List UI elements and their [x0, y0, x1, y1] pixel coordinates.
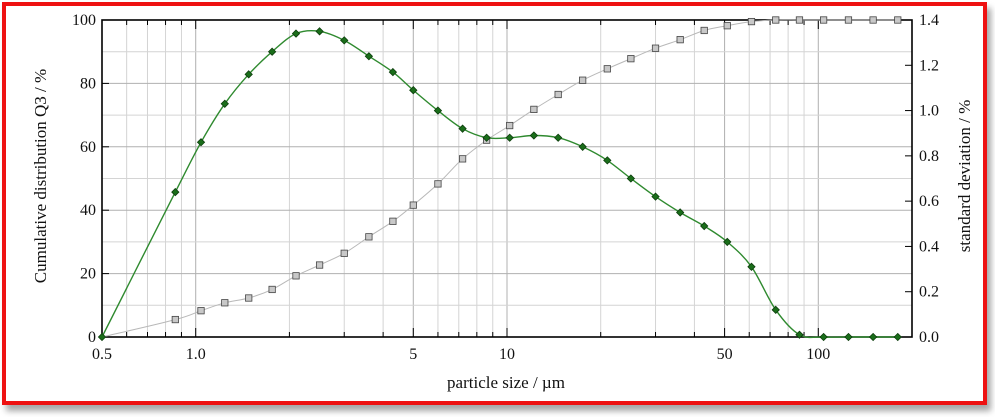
cumulative-point — [651, 44, 660, 52]
std-deviation-point — [700, 221, 709, 231]
cumulative-point — [603, 65, 611, 73]
chart-frame: 0 20 40 60 80 100 0.0 0.2 0.4 0.6 0.8 1.0 1.2 1.4 0.5 1… — [2, 2, 987, 405]
cumulative-point — [458, 155, 467, 163]
std-deviation-point — [340, 36, 349, 45]
cumulative-point — [747, 17, 756, 26]
std-deviation-point — [482, 133, 491, 142]
left-y-tick-label: 60 — [80, 139, 96, 156]
std-deviation-point — [388, 67, 398, 77]
x-tick-label: 50 — [717, 346, 733, 363]
cumulative-point — [894, 16, 902, 24]
cumulative-point — [579, 76, 587, 84]
std-deviation-point — [196, 138, 206, 147]
cumulative-point — [723, 22, 731, 30]
x-tick-label: 5 — [409, 346, 417, 363]
std-deviation-point — [651, 192, 660, 201]
cumulative-point — [795, 16, 804, 24]
left-y-tick-label: 100 — [72, 12, 96, 29]
cumulative-point — [245, 294, 253, 302]
std-deviation-point — [578, 142, 587, 151]
cumulative-point — [365, 233, 373, 241]
std-deviation-point — [676, 208, 685, 217]
std-deviation-point — [771, 305, 780, 314]
right-y-tick-label: 0.8 — [919, 148, 939, 165]
cumulative-point — [315, 261, 324, 269]
left-y-tick-label: 40 — [80, 202, 96, 219]
cumulative-point — [700, 26, 708, 35]
std-deviation-point — [844, 332, 853, 342]
x-tick-label: 1.0 — [186, 346, 206, 363]
std-deviation-point — [723, 237, 732, 247]
std-deviation-point — [291, 29, 301, 38]
cumulative-point — [627, 55, 635, 63]
std-deviation-point — [747, 262, 756, 271]
axis-ticks: 0 20 40 60 80 100 0.0 0.2 0.4 0.6 0.8 1.0 1.2 1.4 0.5 1… — [72, 12, 939, 363]
cumulative-point — [772, 16, 780, 24]
std-deviation-point — [603, 156, 612, 165]
std-deviation-point — [626, 174, 636, 183]
x-tick-label: 100 — [806, 346, 830, 363]
cumulative-point — [676, 36, 684, 44]
std-deviation-point — [97, 332, 107, 342]
right-y-axis-title: standard deviation / % — [955, 100, 974, 253]
std-deviation-point — [868, 332, 878, 342]
std-deviation-point — [171, 187, 180, 197]
cumulative-point — [268, 285, 276, 294]
std-deviation-point — [505, 133, 514, 142]
right-y-tick-label: 0.2 — [919, 284, 939, 301]
std-deviation-point — [795, 330, 804, 339]
right-y-tick-label: 0.6 — [919, 193, 939, 210]
cumulative-point — [554, 90, 562, 99]
left-y-tick-label: 80 — [80, 75, 96, 92]
left-y-tick-label: 0 — [88, 329, 96, 346]
cumulative-point — [409, 201, 417, 209]
cumulative-point — [819, 16, 828, 24]
std-deviation-point — [553, 133, 563, 142]
std-deviation-point — [244, 70, 253, 79]
cumulative-point — [530, 105, 538, 113]
std-deviation-point — [529, 131, 539, 140]
right-y-tick-label: 0.4 — [919, 238, 939, 255]
right-y-tick-label: 1.2 — [919, 57, 939, 74]
std-deviation-point — [819, 332, 828, 342]
std-deviation-point — [893, 332, 902, 342]
series-markers — [97, 16, 902, 342]
chart-svg: 0 20 40 60 80 100 0.0 0.2 0.4 0.6 0.8 1.0 1.2 1.4 0.5 1… — [31, 12, 974, 392]
std-deviation-point — [458, 124, 467, 133]
right-y-tick-label: 1.0 — [919, 103, 939, 120]
left-y-tick-label: 20 — [80, 266, 96, 283]
cumulative-point — [292, 272, 300, 280]
std-deviation-line — [101, 29, 898, 339]
cumulative-point — [434, 180, 442, 188]
cumulative-point — [197, 307, 205, 315]
std-deviation-point — [364, 52, 374, 61]
left-y-axis-title: Cumulative distribution Q3 / % — [31, 69, 50, 283]
cumulative-point — [844, 16, 853, 24]
cumulative-point — [506, 121, 514, 130]
x-tick-label: 0.5 — [92, 346, 112, 363]
cumulative-point — [389, 217, 397, 225]
x-axis-title: particle size / µm — [447, 373, 565, 392]
cumulative-point — [340, 249, 348, 257]
std-deviation-point — [267, 47, 277, 56]
std-deviation-point — [409, 86, 418, 95]
cumulative-point — [221, 299, 229, 307]
cumulative-point — [171, 315, 179, 324]
std-deviation-point — [433, 106, 443, 115]
grid-lines — [101, 19, 913, 338]
x-tick-label: 10 — [499, 346, 515, 363]
cumulative-point — [869, 16, 877, 24]
right-y-tick-label: 1.4 — [919, 12, 939, 29]
std-deviation-point — [220, 99, 229, 108]
right-y-tick-label: 0.0 — [919, 329, 939, 346]
std-deviation-point — [315, 27, 324, 36]
